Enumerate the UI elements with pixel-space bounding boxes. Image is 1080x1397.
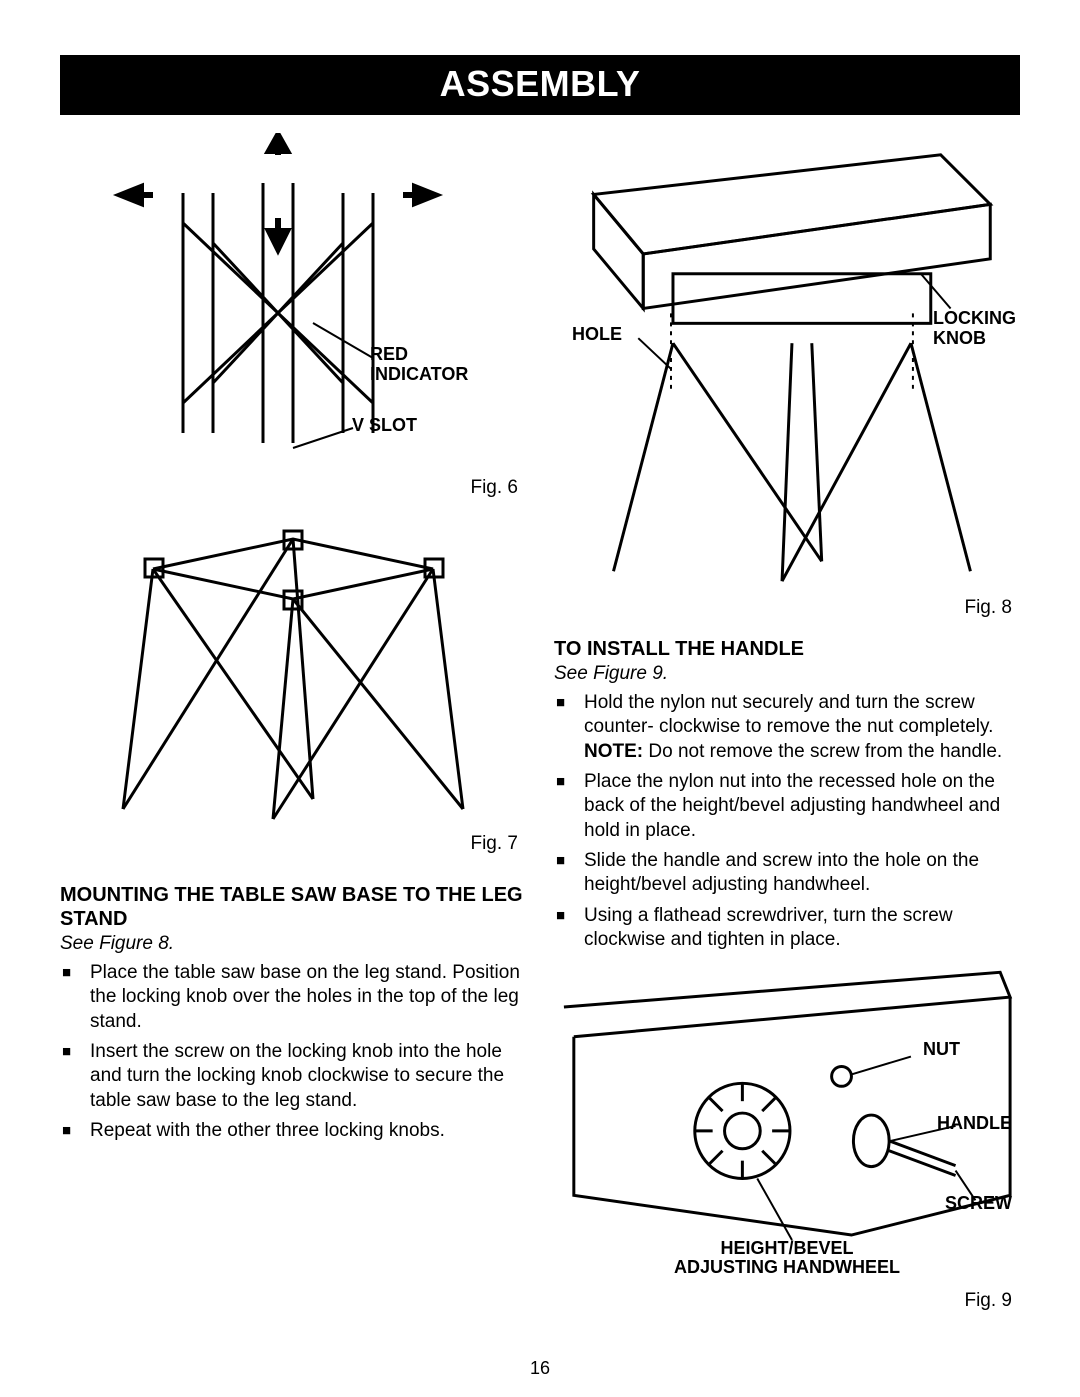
mounting-instructions: Place the table saw base on the leg stan… bbox=[60, 961, 526, 1143]
list-item: Slide the handle and screw into the hole… bbox=[554, 849, 1020, 898]
figure-8-caption: Fig. 8 bbox=[554, 597, 1020, 619]
figure-6: RED INDICATOR V SLOT bbox=[60, 133, 526, 473]
title-bar: ASSEMBLY bbox=[60, 55, 1020, 115]
figure-7-caption: Fig. 7 bbox=[60, 833, 526, 855]
page-number: 16 bbox=[0, 1358, 1080, 1379]
page-title: ASSEMBLY bbox=[440, 63, 641, 104]
figure-8: HOLE LOCKING KNOB bbox=[554, 133, 1020, 593]
list-item-text: Hold the nylon nut securely and turn the… bbox=[584, 692, 993, 737]
list-item: Using a flathead screwdriver, turn the s… bbox=[554, 904, 1020, 953]
figure-6-caption: Fig. 6 bbox=[60, 477, 526, 499]
list-item: Place the nylon nut into the recessed ho… bbox=[554, 770, 1020, 843]
callout-handle: HANDLE bbox=[937, 1114, 1012, 1134]
columns: RED INDICATOR V SLOT Fig. 6 bbox=[60, 133, 1020, 1312]
list-item: Repeat with the other three locking knob… bbox=[60, 1119, 526, 1143]
callout-nut: NUT bbox=[923, 1040, 960, 1060]
callout-hole: HOLE bbox=[572, 325, 622, 345]
figure-9-caption: Fig. 9 bbox=[554, 1290, 1020, 1312]
handle-instructions: Hold the nylon nut securely and turn the… bbox=[554, 691, 1020, 952]
note-label: NOTE: bbox=[584, 741, 643, 762]
section-mounting-title: MOUNTING THE TABLE SAW BASE TO THE LEG S… bbox=[60, 883, 526, 931]
note-text: Do not remove the screw from the handle. bbox=[643, 741, 1002, 762]
section-mounting-see: See Figure 8. bbox=[60, 933, 526, 955]
callout-v-slot: V SLOT bbox=[352, 416, 417, 436]
figure-8-drawing bbox=[554, 133, 1020, 593]
callout-locking-knob: LOCKING KNOB bbox=[933, 309, 1016, 349]
figure-7-drawing bbox=[60, 509, 526, 829]
page: ASSEMBLY bbox=[0, 0, 1080, 1397]
callout-screw: SCREW bbox=[945, 1194, 1012, 1214]
section-handle-see: See Figure 9. bbox=[554, 663, 1020, 685]
callout-red-indicator: RED INDICATOR bbox=[370, 345, 468, 385]
list-item: Hold the nylon nut securely and turn the… bbox=[554, 691, 1020, 764]
list-item: Place the table saw base on the leg stan… bbox=[60, 961, 526, 1034]
left-column: RED INDICATOR V SLOT Fig. 6 bbox=[60, 133, 526, 1312]
figure-6-drawing bbox=[60, 133, 526, 473]
section-handle-title: TO INSTALL THE HANDLE bbox=[554, 637, 1020, 661]
figure-9: NUT HANDLE SCREW HEIGHT/BEVEL ADJUSTING … bbox=[554, 966, 1020, 1276]
callout-handwheel: HEIGHT/BEVEL ADJUSTING HANDWHEEL bbox=[674, 1239, 900, 1279]
list-item: Insert the screw on the locking knob int… bbox=[60, 1040, 526, 1113]
right-column: HOLE LOCKING KNOB Fig. 8 TO INSTALL THE … bbox=[554, 133, 1020, 1312]
figure-7 bbox=[60, 509, 526, 829]
